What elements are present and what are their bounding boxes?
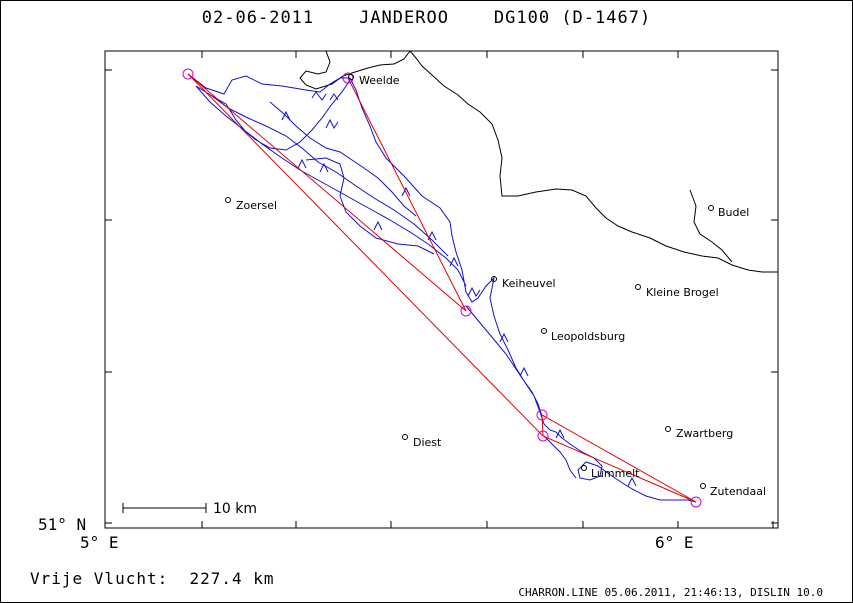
longitude-tick-5e: 5° E: [80, 533, 119, 552]
place-label-zutendaal: Zutendaal: [710, 485, 766, 498]
thermal-marks: [281, 91, 637, 487]
place-markers: [225, 74, 714, 489]
flight-title: 02-06-2011 JANDEROO DG100 (D-1467): [201, 8, 652, 28]
task-lines: [187, 73, 697, 503]
place-label-leopoldsburg: Leopoldsburg: [551, 330, 625, 343]
flight-summary: Vrije Vlucht: 227.4 km: [30, 569, 275, 588]
place-label-kleine-brogel: Kleine Brogel: [646, 286, 719, 299]
place-label-keiheuvel: Keiheuvel: [502, 277, 556, 290]
axis-ticks: [104, 51, 778, 528]
place-label-zoersel: Zoersel: [236, 199, 277, 212]
latitude-tick: 51° N: [38, 515, 86, 534]
longitude-tick-6e: 6° E: [655, 533, 694, 552]
place-label-diest: Diest: [413, 436, 442, 449]
place-label-budel: Budel: [718, 206, 749, 219]
summary-distance: 227.4 km: [189, 569, 275, 588]
country-border: [299, 50, 778, 273]
map-plot-area: [104, 50, 779, 529]
scale-bar-label: 10 km: [213, 501, 257, 517]
place-label-zwartberg: Zwartberg: [676, 427, 733, 440]
turnpoints: [182, 68, 702, 508]
footer-info: CHARRON.LINE 05.06.2011, 21:46:13, DISLI…: [518, 586, 823, 599]
place-label-weelde: Weelde: [359, 74, 400, 87]
gps-track: [187, 73, 697, 503]
summary-label: Vrije Vlucht:: [30, 569, 169, 588]
place-label-lummelt: Lummelt: [591, 467, 640, 480]
scale-bar: [122, 503, 207, 513]
